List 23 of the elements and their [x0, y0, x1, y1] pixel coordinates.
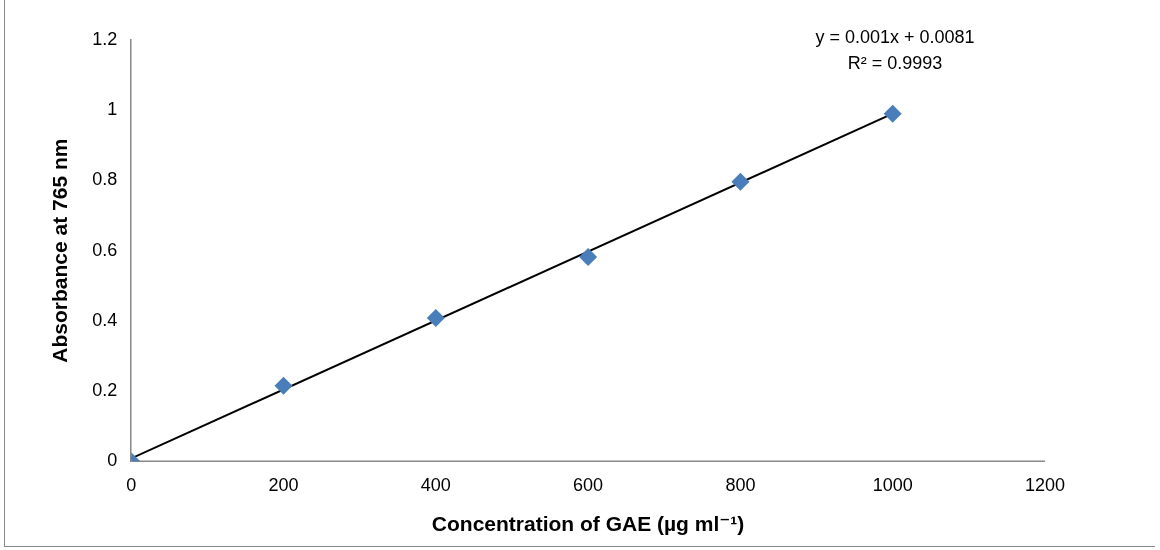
y-tick-label: 1: [107, 99, 118, 120]
y-tick-label: 0: [107, 450, 118, 471]
point: [426, 308, 445, 327]
point: [274, 376, 293, 395]
y-tick-label: 1.2: [92, 28, 118, 49]
point: [579, 247, 598, 266]
x-tick-label: 0: [126, 474, 137, 495]
x-tick-label: 1200: [1024, 474, 1066, 495]
y-tick-label: 0.4: [92, 309, 118, 330]
point: [883, 104, 902, 123]
annotation: y = 0.001x + 0.0081: [815, 26, 975, 47]
annotation: R² = 0.9993: [847, 52, 943, 73]
x-axis-title: Concentration of GAE (µg ml⁻¹): [431, 512, 745, 536]
point: [731, 172, 750, 191]
y-tick-label: 0.6: [92, 239, 118, 260]
x-tick-label: 1000: [872, 474, 913, 495]
x-tick-label: 800: [725, 474, 756, 495]
x-tick-label: 400: [420, 474, 451, 495]
x-tick-label: 600: [573, 474, 604, 495]
y-tick-label: 0.8: [92, 169, 118, 190]
y-tick-label: 0.2: [92, 379, 118, 400]
x-tick-label: 200: [268, 474, 299, 495]
y-axis-title: Absorbance at 765 nm: [48, 138, 72, 363]
